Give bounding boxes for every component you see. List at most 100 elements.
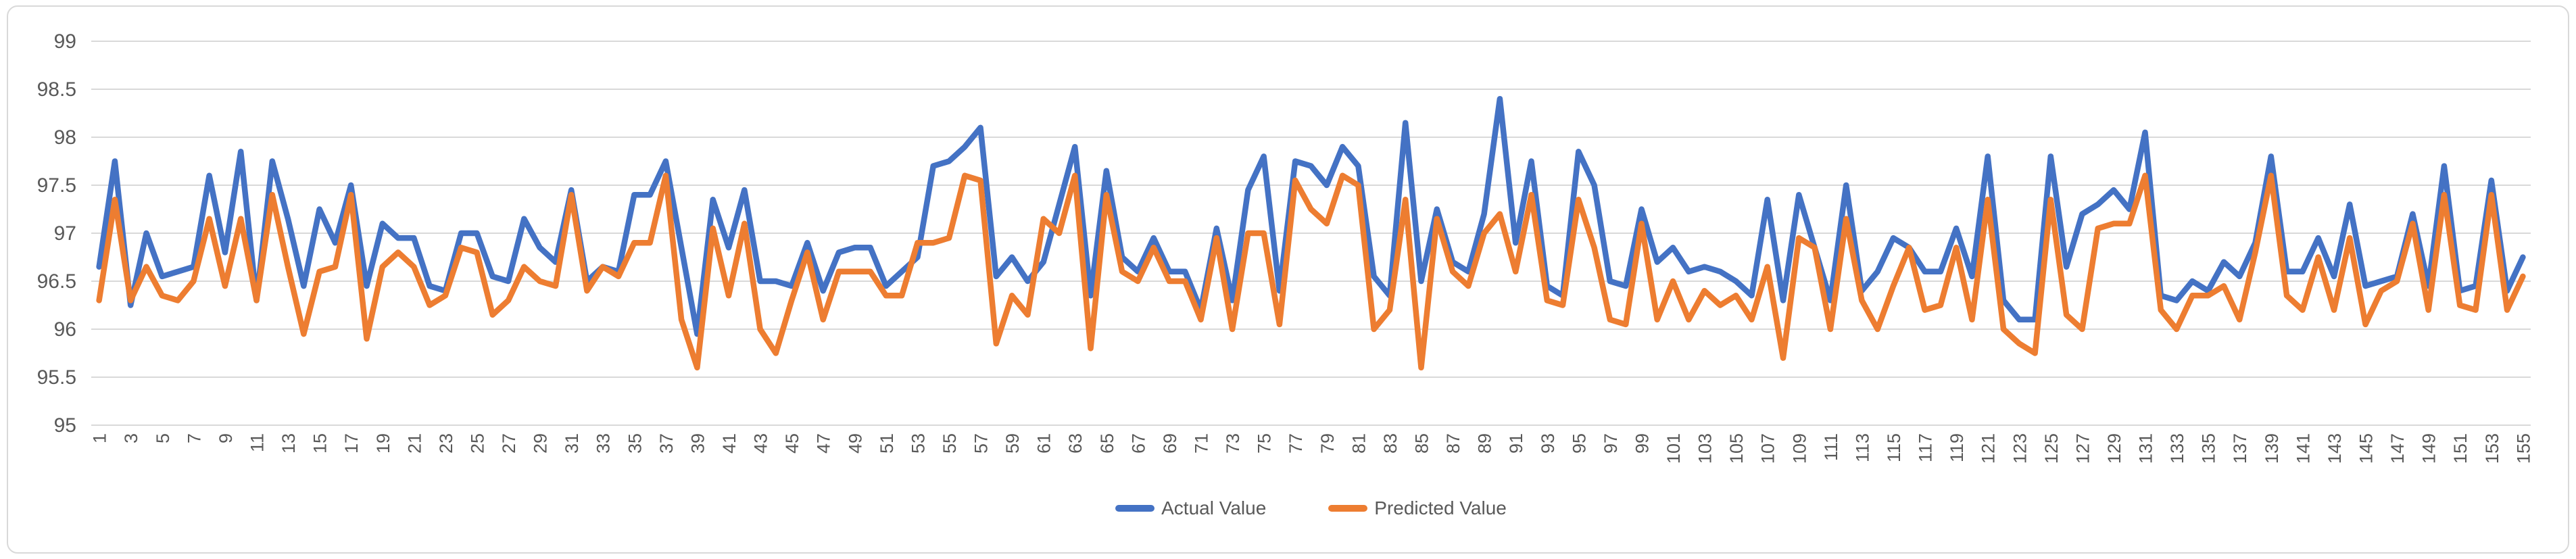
x-tick-label: 23 xyxy=(436,433,456,454)
legend-item-actual-value: Actual Value xyxy=(1115,499,1266,518)
x-tick-label: 57 xyxy=(971,433,992,454)
x-tick-label: 101 xyxy=(1663,433,1684,464)
predicted-value-line-marker-icon xyxy=(1328,505,1368,512)
x-tick-label: 103 xyxy=(1695,433,1716,464)
x-axis-labels: 1 3 5 7 9 11 13 15 17 19 21 23 25 27 29 31 33 35 37 39 41 43 4… xyxy=(90,433,2534,464)
x-tick-label: 47 xyxy=(814,433,834,454)
x-tick-label: 21 xyxy=(404,433,424,454)
x-tick-label: 113 xyxy=(1852,433,1872,462)
x-tick-label: 3 xyxy=(121,433,141,443)
x-tick-label: 13 xyxy=(278,433,299,454)
x-tick-label: 5 xyxy=(153,433,173,443)
x-tick-label: 131 xyxy=(2136,433,2156,464)
x-tick-label: 71 xyxy=(1192,433,1212,454)
x-tick-label: 151 xyxy=(2450,433,2471,464)
x-tick-label: 93 xyxy=(1538,433,1558,454)
x-tick-label: 111 xyxy=(1821,433,1841,461)
y-tick-label: 95.5 xyxy=(37,366,76,389)
x-tick-label: 153 xyxy=(2482,433,2502,464)
x-tick-label: 41 xyxy=(719,433,739,454)
x-tick-label: 109 xyxy=(1789,433,1809,464)
x-tick-label: 89 xyxy=(1475,433,1495,454)
y-axis-labels: 99 98.5 98 97.5 97 96.5 96 95.5 95 xyxy=(37,30,76,437)
x-tick-label: 11 xyxy=(247,433,267,452)
x-tick-label: 135 xyxy=(2199,433,2219,464)
chart-outer-border xyxy=(7,5,2569,554)
gridlines xyxy=(91,41,2531,426)
x-tick-label: 29 xyxy=(531,433,551,454)
series-lines xyxy=(96,95,2526,371)
y-tick-label: 96 xyxy=(54,318,76,341)
x-tick-label: 39 xyxy=(687,433,708,454)
x-tick-label: 49 xyxy=(845,433,865,454)
x-tick-label: 69 xyxy=(1160,433,1180,454)
x-tick-label: 77 xyxy=(1286,433,1306,454)
x-tick-label: 119 xyxy=(1947,433,1967,462)
series-line-predicted-value xyxy=(96,172,2526,371)
y-tick-label: 96.5 xyxy=(37,270,76,293)
y-tick-label: 95 xyxy=(54,414,76,437)
x-tick-label: 121 xyxy=(1978,433,1999,464)
x-tick-label: 97 xyxy=(1601,433,1621,454)
chart-legend: Actual Value Predicted Value xyxy=(91,499,2531,518)
x-tick-label: 81 xyxy=(1348,433,1369,454)
x-tick-label: 141 xyxy=(2293,433,2313,464)
x-tick-label: 117 xyxy=(1916,433,1936,462)
x-tick-label: 139 xyxy=(2262,433,2282,464)
x-tick-label: 147 xyxy=(2387,433,2408,464)
x-tick-label: 19 xyxy=(373,433,393,454)
x-tick-label: 91 xyxy=(1506,433,1526,454)
x-tick-label: 99 xyxy=(1632,433,1652,454)
x-tick-label: 83 xyxy=(1380,433,1401,454)
x-tick-label: 137 xyxy=(2230,433,2250,464)
series-line-actual-value xyxy=(96,95,2526,337)
x-tick-label: 115 xyxy=(1884,433,1904,462)
x-tick-label: 35 xyxy=(625,433,645,454)
x-tick-label: 67 xyxy=(1128,433,1148,454)
y-tick-label: 99 xyxy=(54,30,76,53)
x-tick-label: 31 xyxy=(562,433,582,454)
x-tick-label: 143 xyxy=(2325,433,2345,464)
x-tick-label: 63 xyxy=(1065,433,1086,454)
y-tick-label: 97 xyxy=(54,222,76,245)
legend-item-predicted-value: Predicted Value xyxy=(1328,499,1507,518)
x-tick-label: 127 xyxy=(2072,433,2093,464)
x-tick-label: 27 xyxy=(499,433,519,454)
x-tick-label: 155 xyxy=(2513,433,2533,464)
x-tick-label: 53 xyxy=(908,433,928,454)
x-tick-label: 145 xyxy=(2356,433,2377,464)
x-tick-label: 65 xyxy=(1097,433,1117,454)
x-tick-label: 85 xyxy=(1411,433,1432,454)
x-tick-label: 105 xyxy=(1726,433,1747,464)
x-tick-label: 79 xyxy=(1317,433,1338,454)
y-tick-label: 98.5 xyxy=(37,78,76,101)
x-tick-label: 61 xyxy=(1034,433,1054,454)
x-tick-label: 55 xyxy=(940,433,960,454)
x-tick-label: 95 xyxy=(1569,433,1589,454)
x-tick-label: 51 xyxy=(877,433,897,454)
legend-label-predicted-value: Predicted Value xyxy=(1374,497,1507,518)
actual-value-line-marker-icon xyxy=(1115,505,1155,512)
x-tick-label: 87 xyxy=(1443,433,1463,454)
x-tick-label: 133 xyxy=(2167,433,2187,464)
x-tick-label: 33 xyxy=(593,433,614,454)
x-tick-label: 75 xyxy=(1255,433,1275,454)
x-tick-label: 9 xyxy=(216,433,236,443)
legend-label-actual-value: Actual Value xyxy=(1161,497,1267,518)
x-tick-label: 15 xyxy=(310,433,331,454)
x-tick-label: 43 xyxy=(751,433,771,454)
x-tick-label: 17 xyxy=(341,433,362,454)
y-tick-label: 97.5 xyxy=(37,174,76,197)
x-tick-label: 7 xyxy=(184,433,204,443)
x-tick-label: 25 xyxy=(467,433,487,454)
x-tick-label: 37 xyxy=(656,433,677,454)
x-tick-label: 59 xyxy=(1002,433,1023,454)
x-tick-label: 123 xyxy=(2010,433,2030,464)
x-tick-label: 45 xyxy=(782,433,802,454)
x-tick-label: 129 xyxy=(2104,433,2124,464)
x-tick-label: 149 xyxy=(2419,433,2439,464)
x-tick-label: 107 xyxy=(1758,433,1778,464)
y-tick-label: 98 xyxy=(54,126,76,149)
x-tick-label: 73 xyxy=(1223,433,1243,454)
x-tick-label: 125 xyxy=(2041,433,2062,464)
